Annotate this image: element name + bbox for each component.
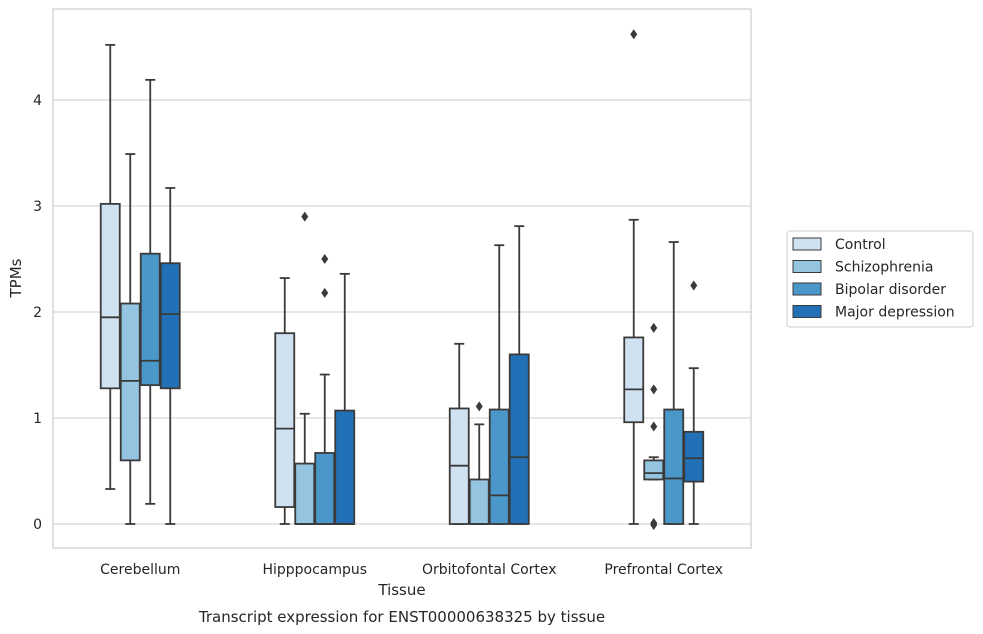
box	[334, 272, 356, 525]
series-bipolar-disorder	[139, 78, 685, 525]
box-series	[99, 29, 705, 531]
series-schizophrenia	[119, 153, 665, 531]
y-tick-label: 2	[33, 305, 42, 321]
legend-swatch	[792, 282, 822, 296]
box	[139, 78, 161, 505]
box-body	[508, 353, 530, 525]
outlier-point	[475, 401, 483, 412]
legend-item: Major depression	[792, 305, 955, 321]
box	[99, 43, 121, 490]
box-body	[468, 478, 490, 525]
box-body	[643, 459, 665, 481]
box-body	[294, 462, 316, 525]
box	[683, 280, 705, 525]
x-tick-label: Hipppocampus	[262, 562, 367, 578]
box	[274, 277, 296, 525]
y-tick-label: 1	[33, 411, 42, 427]
box-body	[274, 332, 296, 508]
box-body	[159, 262, 181, 390]
y-tick-label: 4	[33, 93, 42, 109]
box	[314, 254, 336, 525]
legend-label: Major depression	[835, 305, 955, 321]
series-major-depression	[159, 187, 705, 525]
legend-frame	[786, 230, 974, 328]
legend: Control Schizophrenia Bipolar disorder Majo…	[786, 230, 974, 328]
legend-label: Schizophrenia	[835, 260, 933, 276]
box	[663, 241, 685, 525]
legend-swatch	[792, 260, 822, 273]
box	[623, 29, 645, 525]
plot-frame	[52, 8, 752, 549]
legend-item: Control	[792, 237, 886, 253]
outlier-point	[301, 211, 309, 222]
legend-item: Bipolar disorder	[792, 282, 946, 298]
box	[468, 401, 490, 525]
box	[119, 153, 141, 525]
x-tick-label: Cerebellum	[100, 562, 180, 578]
box-body	[314, 452, 336, 525]
y-tick-labels: 0 1 2 3 4	[33, 93, 42, 533]
outlier-point	[650, 421, 658, 432]
box-body	[623, 336, 645, 424]
box-body	[334, 409, 356, 525]
box-body	[119, 302, 141, 462]
legend-swatch	[792, 237, 822, 251]
y-tick-label: 3	[33, 199, 42, 215]
legend-label: Control	[835, 237, 886, 253]
box	[488, 244, 510, 525]
box-body	[139, 252, 161, 387]
legend-item: Schizophrenia	[792, 260, 933, 276]
box	[159, 187, 181, 525]
x-tick-label: Prefrontal Cortex	[604, 562, 723, 578]
legend-label: Bipolar disorder	[835, 282, 946, 298]
chart-title: Transcript expression for ENST0000063832…	[198, 608, 605, 626]
outlier-point	[650, 384, 658, 395]
y-axis-label: TPMs	[7, 258, 25, 298]
box-body	[99, 202, 121, 390]
outlier-point	[650, 520, 658, 531]
box	[643, 322, 665, 531]
x-tick-labels: Cerebellum Hipppocampus Orbitofontal Corte…	[100, 562, 723, 578]
box-body	[683, 430, 705, 483]
series-control	[99, 29, 645, 525]
legend-swatch	[792, 305, 822, 318]
outlier-point	[630, 29, 638, 40]
box	[508, 225, 530, 525]
box-body	[488, 408, 510, 525]
outlier-point	[321, 287, 329, 298]
box	[448, 342, 470, 525]
outlier-point	[690, 280, 698, 291]
outlier-point	[321, 254, 329, 264]
outlier-point	[650, 322, 658, 333]
x-tick-label: Orbitofontal Cortex	[422, 562, 557, 578]
y-tick-label: 0	[33, 517, 42, 533]
box-body	[663, 408, 685, 525]
box	[294, 211, 316, 525]
x-axis-label: Tissue	[377, 581, 425, 599]
